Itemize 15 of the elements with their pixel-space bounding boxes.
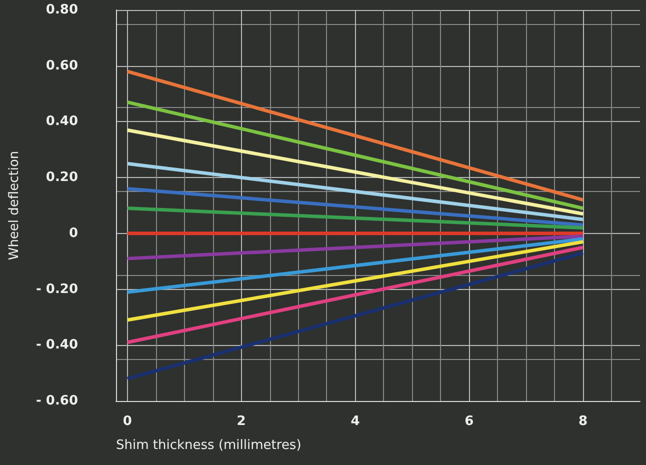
y-tick-label: 0.20 — [46, 170, 78, 186]
x-tick-label: 2 — [236, 414, 246, 429]
x-axis-title: Shim thickness (millimetres) — [116, 438, 302, 453]
y-tick-label: - 0.60 — [36, 394, 78, 408]
y-tick-label: - 0.40 — [36, 338, 78, 353]
y-axis-title: Wheel deflection — [7, 150, 22, 260]
y-tick-label: 0.40 — [46, 114, 78, 130]
y-tick-label: 0 — [68, 226, 78, 241]
y-tick-label: - 0.20 — [36, 282, 78, 297]
y-tick-label: 0.60 — [46, 58, 78, 74]
x-tick-label: 6 — [464, 414, 474, 429]
x-tick-label: 8 — [578, 414, 588, 429]
x-tick-label: 0 — [122, 414, 132, 429]
x-tick-label: 4 — [350, 414, 360, 429]
y-tick-label: 0.80 — [46, 2, 78, 18]
